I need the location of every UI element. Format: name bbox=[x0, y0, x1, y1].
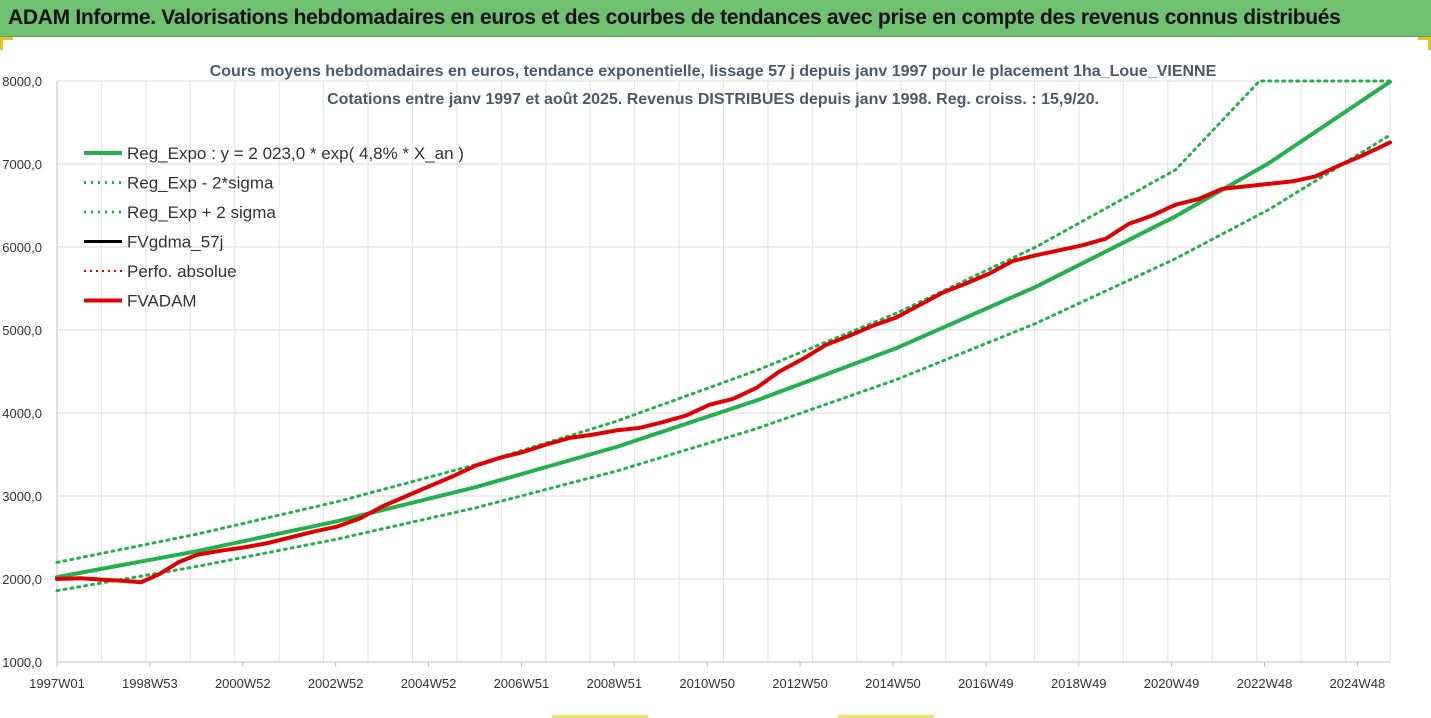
legend: Reg_Expo : y = 2 023,0 * exp( 4,8% * X_a… bbox=[84, 144, 464, 311]
y-tick-label: 1000,0 bbox=[2, 655, 42, 670]
x-tick-label: 2018W49 bbox=[1051, 676, 1107, 691]
legend-label: Reg_Exp + 2 sigma bbox=[127, 203, 276, 222]
frame-corner-top-right bbox=[1418, 37, 1431, 50]
x-tick-label: 2006W51 bbox=[494, 676, 550, 691]
x-tick-label: 2016W49 bbox=[958, 676, 1014, 691]
x-tick-label: 2014W50 bbox=[865, 676, 921, 691]
frame-mark-bottom-right bbox=[838, 715, 934, 718]
x-tick-label: 2020W49 bbox=[1144, 676, 1200, 691]
report-banner: ADAM Informe. Valorisations hebdomadaire… bbox=[0, 0, 1431, 37]
frame-corner-top-left bbox=[0, 37, 13, 50]
legend-label: FVgdma_57j bbox=[127, 233, 223, 252]
y-tick-label: 5000,0 bbox=[2, 323, 42, 338]
x-tick-label: 2010W50 bbox=[679, 676, 735, 691]
x-tick-label: 2004W52 bbox=[401, 676, 457, 691]
series-lines bbox=[55, 79, 1392, 593]
y-tick-label: 7000,0 bbox=[2, 157, 42, 172]
x-tick-label: 2012W50 bbox=[772, 676, 828, 691]
legend-label: Reg_Exp - 2*sigma bbox=[127, 174, 274, 193]
x-tick-label: 2024W48 bbox=[1330, 676, 1386, 691]
legend-label: FVADAM bbox=[127, 292, 197, 311]
y-tick-label: 4000,0 bbox=[2, 406, 42, 421]
trend-chart: 1000,0 2000,0 3000,0 4000,0 5000,0 6000,0 7000… bbox=[2, 63, 1392, 691]
legend-label: Reg_Expo : y = 2 023,0 * exp( 4,8% * X_a… bbox=[127, 144, 464, 163]
series-line-dotted-green bbox=[55, 79, 1392, 564]
x-tick-label: 2008W51 bbox=[586, 676, 642, 691]
report-title: ADAM Informe. Valorisations hebdomadaire… bbox=[8, 6, 1341, 29]
x-tick-label: 2022W48 bbox=[1237, 676, 1293, 691]
chart-subtitle: Cotations entre janv 1997 et août 2025. … bbox=[327, 91, 1099, 108]
frame-mark-bottom-left bbox=[552, 715, 648, 718]
y-tick-label: 6000,0 bbox=[2, 240, 42, 255]
series-line-solid-green bbox=[55, 79, 1392, 580]
x-tick-label: 2000W52 bbox=[215, 676, 271, 691]
y-tick-label: 8000,0 bbox=[2, 74, 42, 89]
axes: 1000,0 2000,0 3000,0 4000,0 5000,0 6000,0 7000… bbox=[2, 74, 1390, 691]
x-tick-label: 2002W52 bbox=[308, 676, 364, 691]
legend-label: Perfo. absolue bbox=[127, 262, 237, 281]
y-tick-label: 2000,0 bbox=[2, 572, 42, 587]
y-tick-label: 3000,0 bbox=[2, 489, 42, 504]
series-line-solid-red bbox=[55, 140, 1392, 585]
x-tick-label: 1997W01 bbox=[29, 676, 85, 691]
x-tick-label: 1998W53 bbox=[122, 676, 178, 691]
chart-title: Cours moyens hebdomadaires en euros, ten… bbox=[210, 63, 1217, 80]
grid bbox=[56, 80, 1391, 663]
series-line-dotted-green bbox=[55, 133, 1392, 593]
